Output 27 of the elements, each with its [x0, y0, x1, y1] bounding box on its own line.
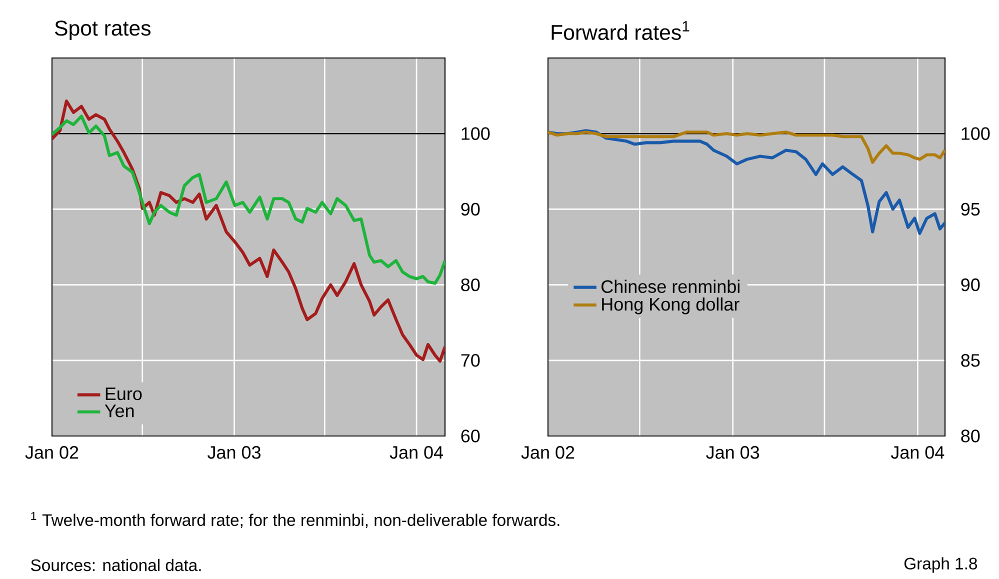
y-tick-label: 95 — [961, 202, 980, 216]
y-tick-label: 70 — [461, 354, 480, 367]
y-tick-label: 60 — [461, 430, 480, 442]
line-series — [52, 114, 446, 285]
y-tick-label: 80 — [461, 278, 480, 292]
caption: Graph 1.8 — [904, 557, 978, 573]
chart-title: Spot rates — [55, 20, 150, 40]
legend-label: Euro — [106, 388, 142, 400]
chart-title: Forward rates$^{1}$ — [552, 21, 690, 40]
x-tick-label: Jan 03 — [706, 446, 760, 459]
y-tick-label: 100 — [462, 127, 490, 140]
x-tick-label: Jan 02 — [25, 446, 78, 459]
legend-label: Yen — [104, 404, 134, 418]
y-tick-label: 85 — [961, 354, 980, 367]
text: $^{1}$ Twelve-month forward rate; for the renminbi, non-deliverable forwards. — [31, 512, 560, 528]
y-tick-label: 90 — [961, 278, 980, 292]
legend-label: Chinese renminbi — [602, 280, 740, 293]
legend-label: Hong Kong dollar — [602, 297, 740, 314]
x-tick-label: Jan 04 — [390, 446, 444, 459]
x-tick-label: Jan 03 — [208, 446, 260, 459]
y-tick-label: 100 — [962, 127, 990, 140]
line-series — [52, 100, 446, 363]
y-tick-label: 80 — [961, 430, 980, 442]
x-tick-label: Jan 04 — [890, 446, 944, 459]
y-tick-label: 90 — [461, 202, 480, 216]
source-note: Sources: national data. — [31, 558, 201, 572]
x-tick-label: Jan 02 — [521, 446, 574, 459]
